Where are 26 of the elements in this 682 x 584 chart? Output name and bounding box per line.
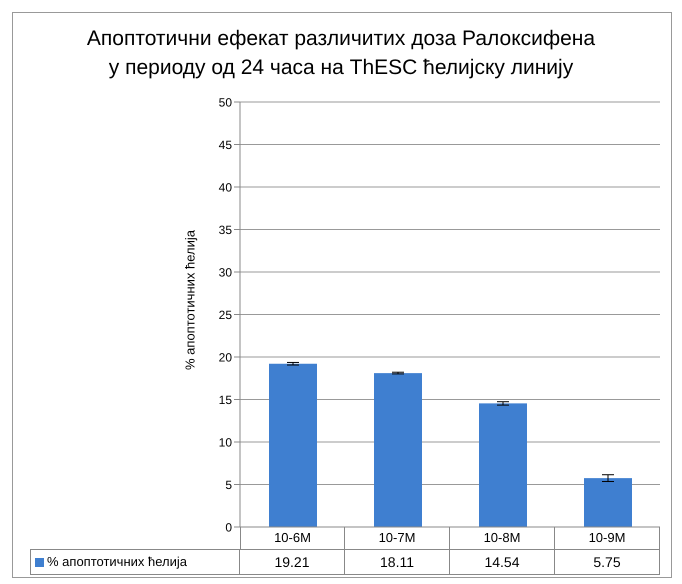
y-tick-label: 15: [218, 392, 232, 407]
x-tick-label: 10-9M: [555, 527, 660, 549]
y-tick-label: 40: [218, 180, 232, 194]
bar: [479, 403, 527, 527]
bar: [374, 373, 422, 527]
legend-label: % апоптотичних ћелија: [47, 553, 187, 571]
y-tick-label: 10: [218, 435, 232, 450]
x-tick-label: 10-6M: [240, 527, 345, 549]
y-tick-label: 45: [218, 138, 232, 152]
data-label: 18.11: [345, 550, 450, 574]
x-tick-label: 10-7M: [345, 527, 450, 549]
y-tick-label: 25: [218, 308, 232, 322]
data-label: 19.21: [240, 550, 345, 574]
y-tick-label: 0: [225, 520, 232, 534]
data-label: 5.75: [555, 550, 660, 574]
y-tick-label: 30: [218, 265, 232, 280]
data-label: 14.54: [450, 550, 555, 574]
bar: [269, 364, 317, 527]
bar: [584, 478, 632, 527]
y-axis-title: % апоптотичних ћелија: [182, 230, 198, 370]
y-tick-label: 50: [218, 95, 232, 110]
y-tick-label: 5: [225, 478, 232, 492]
x-tick-label: 10-8M: [450, 527, 555, 549]
y-tick-label: 35: [218, 222, 232, 237]
chart-title: Апоптотични ефекат различитих доза Ралоксифена у периоду од 24 часа на ThESC ћелијску линију: [86, 26, 596, 81]
y-tick-label: 20: [218, 350, 232, 364]
